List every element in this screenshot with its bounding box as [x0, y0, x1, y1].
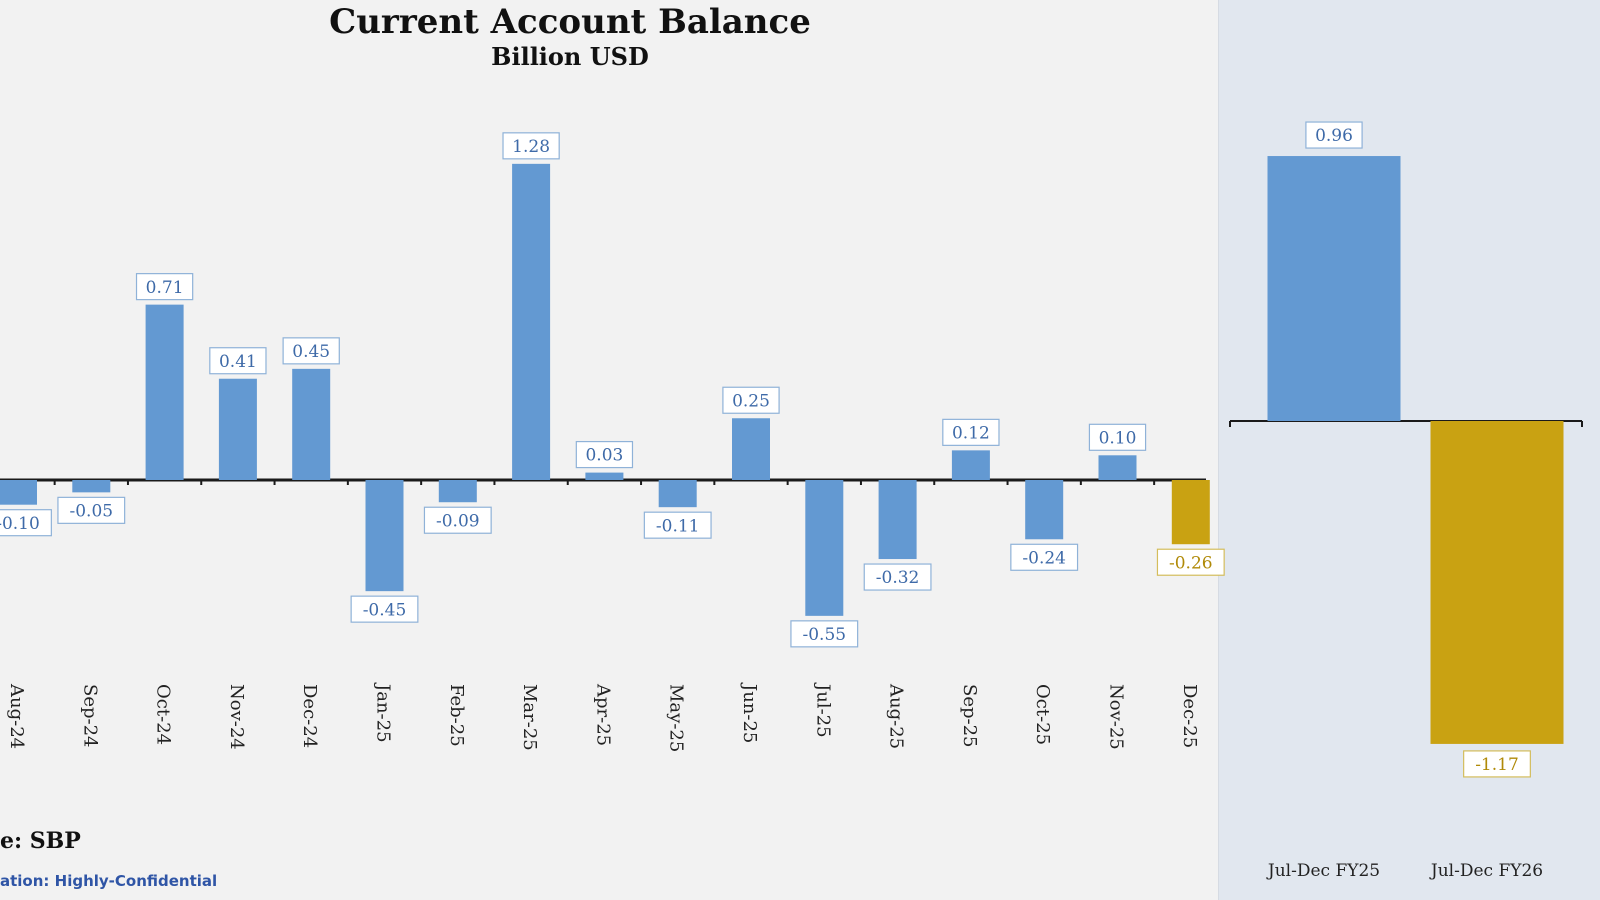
- data-label-feb-25-box: [423, 506, 492, 534]
- bar-dec-24: [292, 368, 331, 480]
- tick-label-jan-25: Jan-25: [373, 682, 394, 743]
- chart-title: Current Account Balance: [329, 2, 811, 42]
- tick-label-jul-dec-fy26: Jul-Dec FY26: [1429, 861, 1543, 881]
- bar-dec-25: [1171, 480, 1210, 545]
- tick-label-feb-25: Feb-25: [446, 684, 467, 747]
- tick-label-nov-24: Nov-24: [226, 684, 247, 750]
- data-label-feb-25: -0.09: [436, 511, 480, 531]
- bar-jul-dec-fy26: [1430, 421, 1564, 744]
- data-label-jun-25-box: [722, 386, 780, 414]
- data-label-aug-24-box: [0, 509, 52, 537]
- tick-label-oct-24: Oct-24: [153, 684, 174, 745]
- bar-jan-25: [365, 480, 404, 592]
- bar-apr-25: [585, 472, 624, 480]
- data-label-oct-25-box: [1010, 543, 1079, 571]
- bar-oct-24: [145, 304, 184, 480]
- bar-mar-25: [512, 163, 551, 480]
- data-label-may-25: -0.11: [656, 516, 700, 536]
- tick-label-jul-25: Jul-25: [812, 682, 833, 738]
- data-label-jun-25: 0.25: [732, 391, 770, 411]
- data-label-mar-25-box: [502, 132, 560, 160]
- tick-label-mar-25: Mar-25: [519, 684, 540, 751]
- bar-feb-25: [438, 480, 477, 503]
- data-label-sep-25-box: [942, 418, 1000, 446]
- data-label-aug-24: -0.10: [0, 514, 40, 534]
- tick-label-aug-25: Aug-25: [886, 683, 907, 749]
- data-label-aug-25: -0.32: [876, 568, 920, 588]
- bar-jun-25: [732, 418, 770, 480]
- data-label-jul-dec-fy26-box: [1463, 750, 1531, 778]
- data-label-apr-25: 0.03: [585, 446, 623, 466]
- bar-sep-24: [72, 480, 111, 493]
- chart-subtitle: Billion USD: [491, 42, 649, 71]
- tick-label-sep-25: Sep-25: [959, 684, 980, 748]
- tick-label-jun-25: Jun-25: [739, 682, 760, 743]
- classification-note: ation: Highly-Confidential: [0, 872, 218, 890]
- bar-oct-25: [1025, 480, 1064, 540]
- bar-may-25: [658, 480, 697, 508]
- data-label-jul-dec-fy25: 0.96: [1315, 126, 1353, 146]
- data-label-oct-24: 0.71: [146, 278, 184, 298]
- bar-aug-24: [0, 480, 37, 505]
- data-label-dec-24-box: [282, 337, 340, 365]
- data-label-oct-24-box: [135, 273, 194, 301]
- source-note: e: SBP: [0, 828, 81, 854]
- tick-label-jul-dec-fy25: Jul-Dec FY25: [1266, 861, 1380, 881]
- data-label-may-25-box: [643, 511, 712, 539]
- data-label-sep-25: 0.12: [952, 423, 990, 443]
- data-label-aug-25-box: [863, 563, 932, 591]
- data-label-jan-25: -0.45: [363, 600, 407, 620]
- data-label-jul-dec-fy25-box: [1305, 121, 1363, 149]
- bar-jul-25: [805, 480, 844, 616]
- data-label-nov-24-box: [209, 347, 267, 375]
- data-label-mar-25: 1.28: [512, 137, 550, 157]
- tick-label-may-25: May-25: [666, 684, 687, 752]
- tick-label-apr-25: Apr-25: [592, 683, 613, 746]
- tick-label-oct-25: Oct-25: [1032, 684, 1053, 745]
- data-label-nov-25: 0.10: [1099, 428, 1137, 448]
- bar-sep-25: [951, 450, 990, 480]
- data-label-sep-24-box: [57, 496, 126, 524]
- tick-label-dec-24: Dec-24: [299, 684, 320, 748]
- data-label-nov-25-box: [1088, 423, 1147, 451]
- tick-label-aug-24: Aug-24: [6, 683, 27, 749]
- bar-aug-25: [878, 480, 917, 560]
- bar-nov-24: [218, 378, 257, 480]
- data-label-oct-25: -0.24: [1022, 548, 1066, 568]
- tick-label-sep-24: Sep-24: [79, 684, 100, 748]
- bar-jul-dec-fy25: [1267, 156, 1401, 422]
- bar-nov-25: [1098, 455, 1137, 480]
- data-label-nov-24: 0.41: [219, 352, 257, 372]
- tick-label-nov-25: Nov-25: [1106, 684, 1127, 750]
- data-label-jul-25-box: [790, 620, 859, 648]
- data-label-sep-24: -0.05: [69, 501, 113, 521]
- data-label-jul-dec-fy26: -1.17: [1475, 755, 1519, 775]
- data-label-dec-25-box: [1156, 548, 1225, 576]
- data-label-jan-25-box: [350, 595, 419, 623]
- data-label-dec-24: 0.45: [292, 342, 330, 362]
- data-label-apr-25-box: [575, 440, 634, 469]
- data-label-dec-25: -0.26: [1169, 553, 1213, 573]
- data-label-jul-25: -0.55: [802, 625, 846, 645]
- tick-label-dec-25: Dec-25: [1179, 684, 1200, 748]
